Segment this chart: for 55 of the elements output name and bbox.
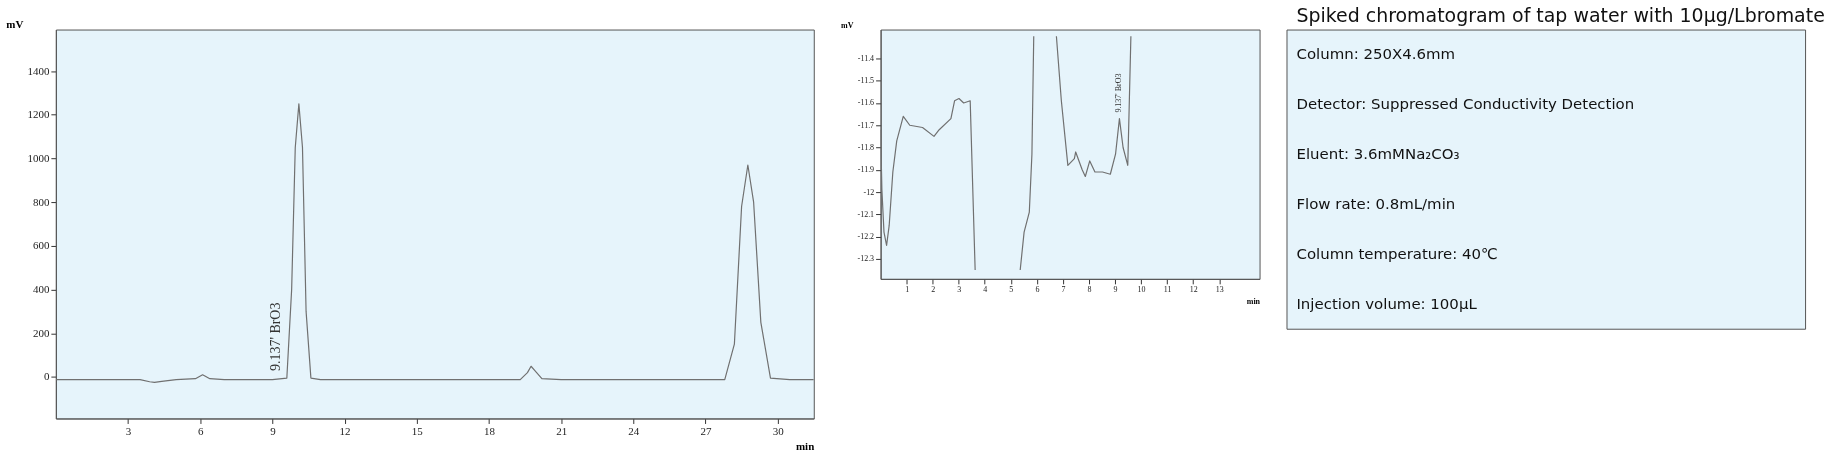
x-tick-label: 3 [957, 285, 962, 295]
text: Injection volume: 100μL [1296, 294, 1478, 313]
y-axis-title: mV [6, 18, 24, 31]
x-tick-label: 10 [1137, 285, 1146, 295]
y-axis-title: mV [841, 21, 854, 31]
x-tick-label: 30 [772, 424, 785, 437]
text: Column: 250X4.6mm [1296, 45, 1456, 64]
x-tick-label: 2 [931, 285, 936, 295]
x-tick-label: 5 [1009, 285, 1014, 295]
text: Spiked chromatogram of tap water with 10μg/Lbromate [1296, 3, 1825, 26]
y-tick-label: 200 [32, 326, 50, 339]
x-tick-label: 12 [339, 424, 351, 437]
y-tick-label: -11.6 [857, 98, 875, 108]
y-tick-label: 1400 [27, 64, 50, 77]
y-tick-label: -11.4 [857, 53, 875, 63]
x-tick-label: 6 [1035, 285, 1040, 295]
x-tick-label: 27 [700, 424, 712, 437]
x-tick-label: 3 [125, 424, 132, 437]
y-tick-label: -12.3 [857, 254, 875, 264]
y-tick-label: 800 [32, 195, 50, 208]
x-tick-label: 11 [1163, 285, 1172, 295]
text: Eluent: 3.6mMNa₂CO₃ [1296, 145, 1460, 164]
x-tick-label: 21 [556, 424, 568, 437]
y-tick-label: -11.7 [857, 120, 875, 130]
y-tick-label: 600 [32, 239, 50, 252]
x-tick-label: 18 [483, 424, 496, 437]
x-tick-label: 6 [197, 424, 204, 437]
x-tick-label: 13 [1215, 285, 1224, 295]
y-tick-label: -12.2 [857, 232, 875, 242]
x-tick-label: 9 [1113, 285, 1118, 295]
y-tick-label: 0 [43, 370, 50, 383]
x-tick-label: 9 [270, 424, 277, 437]
text: Column temperature: 40℃ [1296, 244, 1498, 263]
line-series [55, 103, 814, 384]
annotation: 9.137' BrO3 [267, 302, 283, 371]
x-tick-label: 8 [1087, 285, 1092, 295]
y-tick-label: -12.1 [857, 209, 875, 219]
x-axis-title: min [1246, 297, 1261, 307]
y-tick-label: -11.5 [857, 76, 875, 86]
y-tick-label: -12 [863, 187, 875, 197]
y-tick-label: 400 [32, 283, 50, 296]
y-tick-label: -11.8 [857, 143, 875, 153]
y-tick-label: -11.9 [857, 165, 875, 175]
x-tick-label: 1 [905, 285, 910, 295]
text: Flow rate: 0.8mL/min [1296, 195, 1456, 214]
annotation: 9.137' BrO3 [1113, 73, 1123, 113]
x-tick-label: 12 [1189, 285, 1198, 295]
text: Detector: Suppressed Conductivity Detection [1296, 95, 1635, 114]
x-tick-label: 4 [983, 285, 988, 295]
x-tick-label: 24 [628, 424, 640, 437]
y-tick-label: 1200 [27, 108, 50, 121]
x-tick-label: 7 [1061, 285, 1066, 295]
y-tick-label: 1000 [27, 151, 50, 164]
x-tick-label: 15 [411, 424, 424, 437]
x-axis-title: min [795, 439, 815, 452]
